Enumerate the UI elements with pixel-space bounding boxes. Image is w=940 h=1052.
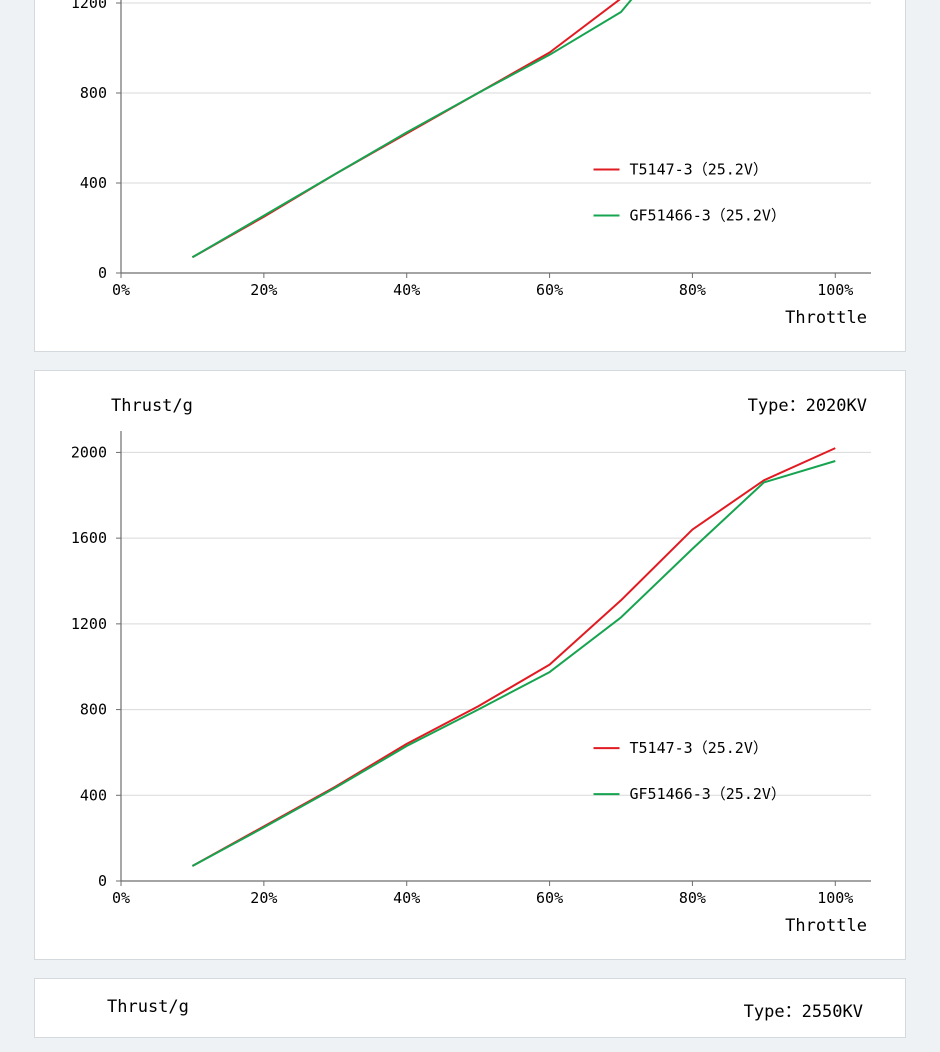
y-tick-label: 800 [80,84,107,102]
x-tick-label: 100% [817,889,853,907]
legend-label: T5147-3（25.2V） [630,739,768,757]
x-axis-label: Throttle [785,308,867,328]
y-axis-label: Thrust/g [111,396,193,416]
y-axis-label: Thrust/g [107,997,189,1022]
x-axis-label: Throttle [785,916,867,936]
type-label: Type：2550KV [744,997,863,1022]
x-tick-label: 0% [112,889,130,907]
y-tick-label: 1200 [71,615,107,633]
y-tick-label: 400 [80,174,107,192]
x-tick-label: 40% [393,889,420,907]
x-tick-label: 20% [250,889,277,907]
x-tick-label: 80% [679,889,706,907]
x-tick-label: 100% [817,281,853,299]
x-tick-label: 80% [679,281,706,299]
y-tick-label: 0 [98,872,107,890]
type-label: Type：2020KV [748,396,867,416]
legend-label: GF51466-3（25.2V） [630,207,786,225]
y-tick-label: 400 [80,786,107,804]
y-tick-label: 1600 [71,529,107,547]
legend-label: GF51466-3（25.2V） [630,785,786,803]
y-tick-label: 1200 [71,0,107,12]
y-tick-label: 2000 [71,443,107,461]
legend-label: T5147-3（25.2V） [630,161,768,179]
chart-2020kv-panel: 0 400 800 1200 1600 2000 0% 20% 40% 60% 80% 100% Thr… [34,370,906,960]
x-tick-label: 60% [536,889,563,907]
x-tick-label: 40% [393,281,420,299]
y-tick-label: 0 [98,264,107,282]
chart-top-partial-panel: 040080012000%20%40%60%80%100%ThrottleThr… [34,0,906,352]
x-tick-label: 20% [250,281,277,299]
chart-top-partial: 040080012000%20%40%60%80%100%ThrottleThr… [49,0,891,337]
series-line [192,448,835,866]
x-tick-label: 0% [112,281,130,299]
chart-2020kv: 0 400 800 1200 1600 2000 0% 20% 40% 60% 80% 100% Thr… [49,385,891,945]
series-line [192,461,835,866]
page: { "charts": [ { "id": "chart-top-partial… [0,0,940,1038]
x-tick-label: 60% [536,281,563,299]
y-tick-label: 800 [80,701,107,719]
chart-2550kv-partial-panel: Thrust/g Type：2550KV [34,978,906,1038]
